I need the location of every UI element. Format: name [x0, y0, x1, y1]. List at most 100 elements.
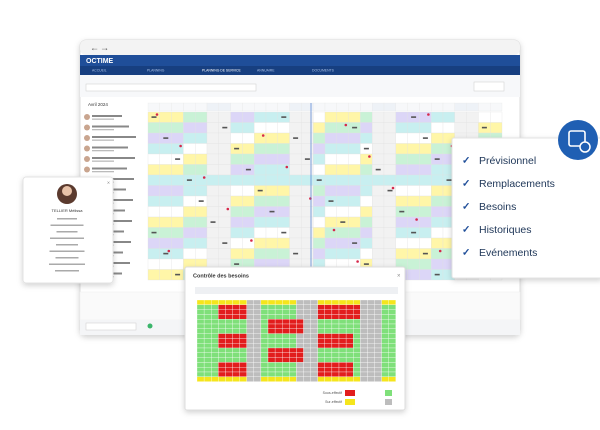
heat-cell [331, 343, 340, 349]
back-button[interactable]: ← [90, 42, 99, 52]
heat-cell [345, 333, 354, 339]
heat-cell [338, 333, 347, 339]
heat-cell [310, 309, 318, 315]
heat-cell [381, 371, 389, 377]
shift-cell [289, 153, 302, 165]
shift-cell [324, 227, 337, 239]
heat-cell [317, 338, 325, 344]
heat-cell [345, 309, 354, 315]
shift-cell [277, 195, 290, 207]
nav-tab[interactable]: ANNUAIRE [257, 68, 275, 72]
shift-cell [419, 143, 432, 155]
close-button[interactable]: × [397, 274, 401, 280]
shift-cell [206, 185, 219, 197]
heat-cell [324, 371, 333, 377]
employee-name [92, 136, 136, 138]
heat-cell [303, 328, 311, 334]
shift-cell [324, 164, 337, 176]
heat-cell [274, 347, 283, 353]
shift-cell [431, 237, 444, 249]
heat-cell [331, 367, 340, 373]
shift-cell [218, 248, 231, 260]
heat-cell [232, 343, 240, 349]
heat-cell [289, 304, 297, 310]
shift-cell [147, 122, 160, 134]
shift-cell [159, 269, 172, 281]
shift-cell [183, 206, 196, 218]
heat-cell [246, 299, 254, 305]
shift-cell [301, 206, 314, 218]
heat-cell [196, 367, 205, 373]
shift-cell [395, 216, 408, 228]
heat-cell [289, 367, 297, 373]
heat-cell [353, 309, 361, 315]
heat-cell [353, 304, 361, 310]
feature-list: ✓ Prévisionnel ✓ Remplacements ✓ Besoins ✓ Hist… [462, 155, 555, 259]
filter-field[interactable] [85, 83, 257, 92]
shift-cell [289, 216, 302, 228]
shift-cell [242, 122, 255, 134]
shift-cell [419, 227, 432, 239]
heat-cell [246, 343, 254, 349]
view-select[interactable] [473, 81, 505, 92]
heat-cell [324, 323, 333, 329]
shift-cell [171, 248, 184, 260]
heat-cell [267, 299, 276, 305]
nav-tab[interactable]: PLANNING DE SERVICE [202, 68, 241, 72]
heat-cell [203, 362, 212, 368]
shift-cell [372, 122, 385, 134]
day-header-cell [466, 102, 479, 112]
heat-cell [388, 319, 396, 325]
shift-cell [490, 122, 503, 134]
shift-cell [230, 174, 243, 186]
event-marker [167, 249, 171, 253]
heat-cell [353, 299, 361, 305]
heat-cell [260, 319, 269, 325]
heat-cell [310, 338, 318, 344]
shift-cell [372, 206, 385, 218]
shift-cell [336, 206, 349, 218]
heat-cell [239, 338, 247, 344]
heat-cell [296, 376, 304, 382]
close-button[interactable]: × [107, 180, 110, 186]
heat-cell [317, 376, 325, 382]
nav-tab[interactable]: PLANNING [147, 68, 165, 72]
shift-cell [395, 195, 408, 207]
profile-card: TELLIER Mélissa × [22, 176, 114, 284]
heat-cell [203, 299, 212, 305]
shift-cell [324, 237, 337, 249]
footer-select[interactable] [85, 322, 137, 331]
heat-cell [274, 352, 283, 358]
forward-button[interactable]: → [100, 42, 109, 52]
shift-cell [395, 143, 408, 155]
shift-cell [265, 216, 278, 228]
heat-cell [239, 376, 247, 382]
day-header-cell [230, 102, 243, 112]
heat-cell [381, 299, 389, 305]
nav-tab[interactable]: ACCUEIL [92, 68, 107, 72]
heat-cell [232, 299, 240, 305]
shift-cell [313, 122, 326, 134]
check-icon: ✓ [462, 202, 470, 213]
heat-cell [374, 323, 382, 329]
heat-cell [310, 357, 318, 363]
heat-cell [203, 328, 212, 334]
heat-cell [225, 338, 233, 344]
shift-cell [407, 206, 420, 218]
heat-cell [367, 338, 375, 344]
heat-cell [310, 304, 318, 310]
heat-cell [274, 309, 283, 315]
shift-cell [324, 111, 337, 123]
shift-code [422, 137, 428, 139]
shift-cell [147, 143, 160, 155]
heat-cell [267, 338, 276, 344]
day-header-cell [218, 102, 231, 112]
shift-code [411, 116, 417, 118]
day-header-cell [431, 102, 444, 112]
shift-cell [195, 111, 208, 123]
heat-cell [267, 323, 276, 329]
heat-cell [345, 367, 354, 373]
shift-cell [301, 143, 314, 155]
nav-tab[interactable]: DOCUMENTS [312, 68, 335, 72]
